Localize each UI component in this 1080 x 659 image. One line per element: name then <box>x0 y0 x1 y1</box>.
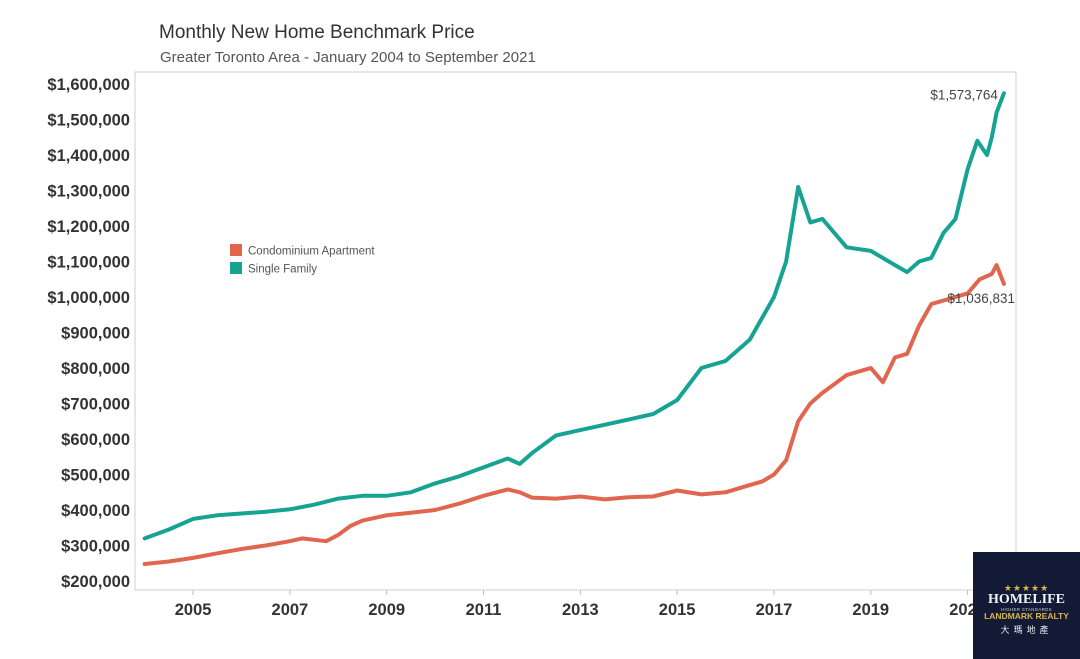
brand-logo: ★★★★★ HOMELIFE HIGHER STANDARDS LANDMARK… <box>973 552 1080 659</box>
logo-stars-icon: ★★★★★ <box>1003 583 1050 593</box>
legend-label: Single Family <box>248 264 317 276</box>
logo-brand-name: HOMELIFE <box>987 592 1065 607</box>
x-tick-label: 2013 <box>562 601 599 619</box>
legend-swatch <box>230 262 242 274</box>
y-tick-label: $1,600,000 <box>47 76 130 94</box>
logo-brand-subname: LANDMARK REALTY <box>984 611 1069 621</box>
y-tick-label: $600,000 <box>61 431 130 449</box>
legend-swatch <box>230 244 242 256</box>
y-tick-label: $200,000 <box>61 573 130 591</box>
chart-title: Monthly New Home Benchmark Price <box>159 22 475 43</box>
chart-subtitle: Greater Toronto Area - January 2004 to S… <box>160 49 536 66</box>
logo-chinese-name: 大瑪地產 <box>1000 625 1053 635</box>
x-tick-label: 2017 <box>756 601 793 619</box>
y-tick-label: $1,400,000 <box>47 147 130 165</box>
logo-tagline: HIGHER STANDARDS <box>1001 607 1052 612</box>
y-tick-label: $1,200,000 <box>47 218 130 236</box>
end-value-label: $1,573,764 <box>930 87 998 102</box>
y-tick-label: $700,000 <box>61 396 130 414</box>
y-tick-label: $1,500,000 <box>47 112 130 130</box>
y-tick-label: $1,100,000 <box>47 254 130 272</box>
series-line-single-family <box>142 91 1006 541</box>
x-tick-label: 2005 <box>175 601 212 619</box>
x-tick-label: 2007 <box>272 601 309 619</box>
series-line-condominium-apartment <box>142 263 1006 566</box>
x-tick-label: 2019 <box>852 601 889 619</box>
y-tick-label: $500,000 <box>61 467 130 485</box>
end-value-label: $1,036,831 <box>947 291 1015 306</box>
y-tick-label: $1,000,000 <box>47 289 130 307</box>
x-tick-label: 2009 <box>368 601 405 619</box>
y-tick-label: $800,000 <box>61 360 130 378</box>
y-tick-label: $1,300,000 <box>47 183 130 201</box>
y-tick-label: $300,000 <box>61 538 130 556</box>
plot-frame <box>134 71 1017 591</box>
x-tick-label: 2011 <box>466 601 502 619</box>
y-tick-label: $900,000 <box>61 325 130 343</box>
legend-label: Condominium Apartment <box>248 246 375 258</box>
x-tick-label: 2015 <box>659 601 696 619</box>
y-tick-label: $400,000 <box>61 502 130 520</box>
